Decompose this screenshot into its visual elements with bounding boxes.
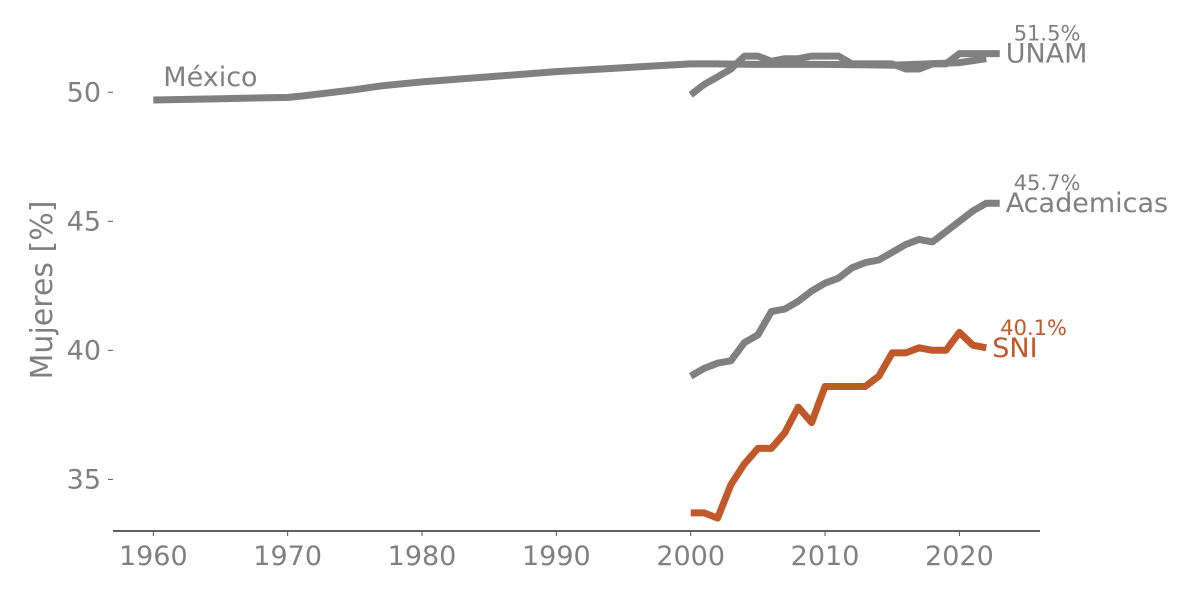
x-tick-label: 1990 — [522, 541, 591, 572]
series-end-value-unam: 51.5% — [1014, 22, 1081, 46]
series-lines — [153, 50, 1000, 522]
y-tick-label: 40 — [67, 335, 101, 366]
y-tick-label: 35 — [67, 464, 101, 495]
series-label-sni: SNI — [992, 333, 1037, 364]
x-tick-label: 2020 — [925, 541, 994, 572]
series-label-unam: UNAM — [1006, 39, 1088, 70]
series-end-value-sni: 40.1% — [1000, 316, 1067, 340]
x-tick-label: 1960 — [119, 541, 188, 572]
y-tick-label: 50 — [67, 77, 101, 108]
x-tick-label: 1980 — [388, 541, 457, 572]
series-label-academicas: Academicas — [1006, 188, 1168, 219]
series-end-value-academicas: 45.7% — [1014, 171, 1081, 195]
y-axis-title: Mujeres [%] — [25, 201, 60, 380]
series-label-m-xico: México — [163, 62, 257, 93]
y-tick-label: 45 — [67, 206, 101, 237]
axes: 1960 1970 1980 1990 2000 2010 2020 35 40 45 50 — [67, 77, 1040, 572]
x-tick-label: 2000 — [656, 541, 725, 572]
x-tick-label: 1970 — [253, 541, 322, 572]
series-line-academicas — [688, 199, 1000, 380]
series-line-sni — [690, 328, 987, 522]
series-line-unam — [688, 50, 1000, 98]
x-tick-label: 2010 — [791, 541, 860, 572]
